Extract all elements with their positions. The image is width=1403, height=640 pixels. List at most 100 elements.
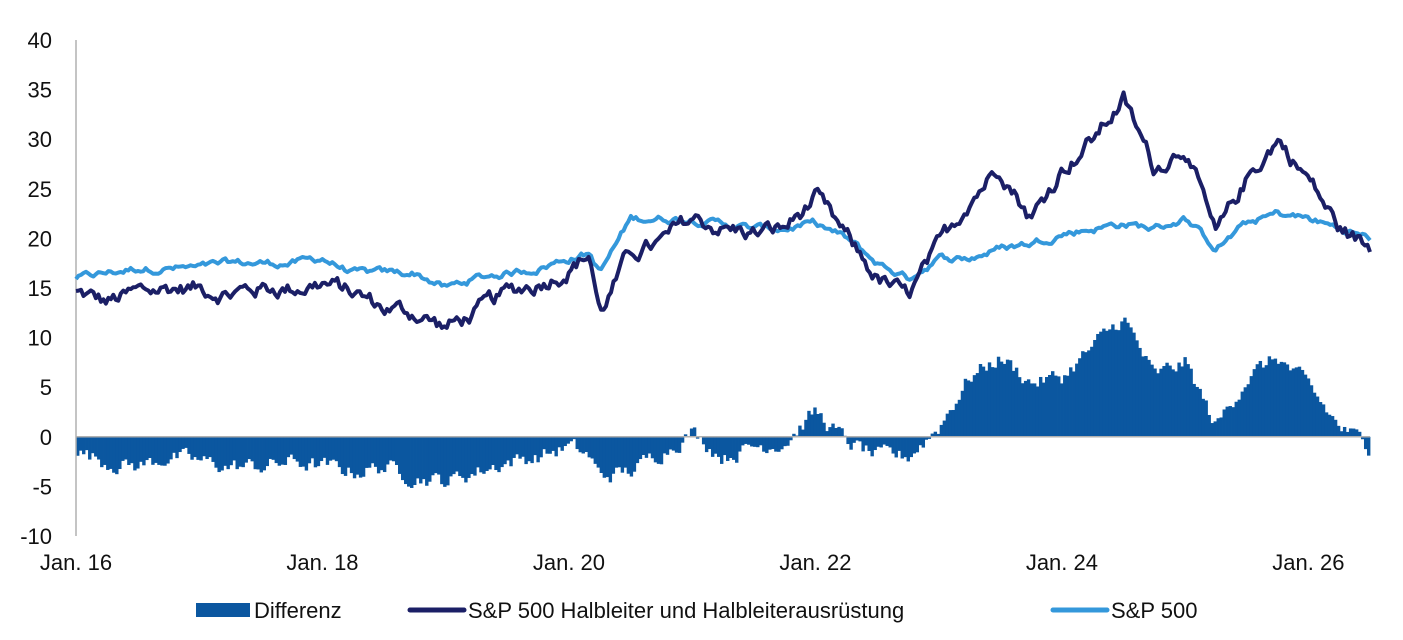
differenz-bar xyxy=(253,436,257,470)
differenz-bar xyxy=(1273,358,1278,437)
differenz-bar xyxy=(777,436,781,452)
differenz-bar xyxy=(130,436,134,464)
differenz-bar xyxy=(650,436,655,459)
differenz-bar xyxy=(1342,426,1347,437)
differenz-bar xyxy=(1002,363,1007,437)
differenz-bar xyxy=(801,429,805,437)
differenz-bar xyxy=(1324,412,1329,437)
differenz-bar xyxy=(1180,366,1184,437)
differenz-bar xyxy=(283,436,288,465)
differenz-bar xyxy=(665,436,670,455)
differenz-bar xyxy=(416,436,420,479)
differenz-bar xyxy=(88,436,92,460)
differenz-bar xyxy=(774,436,778,452)
x-tick-label: Jan. 18 xyxy=(286,550,358,575)
differenz-bar xyxy=(1198,388,1202,437)
differenz-bar xyxy=(993,367,998,437)
differenz-bar xyxy=(632,436,637,472)
differenz-bar xyxy=(735,436,739,463)
differenz-bar xyxy=(220,436,224,471)
differenz-bar xyxy=(124,436,128,460)
differenz-bar xyxy=(1237,399,1241,437)
differenz-bar xyxy=(954,403,959,437)
differenz-bar xyxy=(76,436,80,456)
differenz-bar xyxy=(695,436,700,439)
differenz-bar xyxy=(367,436,372,468)
differenz-bar xyxy=(485,436,489,471)
differenz-bar xyxy=(163,436,167,466)
differenz-bar xyxy=(1357,431,1362,437)
differenz-bar xyxy=(659,436,664,465)
differenz-bar xyxy=(1008,360,1013,437)
differenz-bar xyxy=(328,436,333,461)
differenz-bar xyxy=(1084,352,1088,437)
differenz-bar xyxy=(373,436,378,467)
differenz-bar xyxy=(891,436,895,454)
differenz-bar xyxy=(434,436,438,474)
differenz-bar xyxy=(533,436,537,456)
differenz-bar xyxy=(656,436,661,464)
differenz-bar xyxy=(506,436,510,461)
differenz-bar xyxy=(1216,418,1220,437)
differenz-bar xyxy=(1108,329,1112,437)
differenz-bar xyxy=(825,431,829,437)
differenz-bar xyxy=(738,436,742,452)
axes xyxy=(75,40,1370,536)
differenz-bar xyxy=(527,436,531,462)
differenz-bar xyxy=(121,436,125,461)
differenz-bar xyxy=(518,436,522,459)
differenz-bar xyxy=(1321,404,1326,437)
differenz-bar xyxy=(166,436,170,464)
differenz-bar xyxy=(1330,416,1335,437)
differenz-bar xyxy=(247,436,251,460)
differenz-bar xyxy=(924,436,929,440)
differenz-bar xyxy=(437,436,441,475)
differenz-bar xyxy=(422,436,426,480)
differenz-bar xyxy=(401,436,405,481)
differenz-bar xyxy=(115,436,119,475)
differenz-bar xyxy=(680,436,685,443)
differenz-bar xyxy=(1011,370,1016,437)
differenz-bar xyxy=(1267,356,1272,437)
differenz-bar xyxy=(867,436,871,451)
differenz-bar xyxy=(873,436,877,451)
differenz-bar xyxy=(346,436,351,468)
differenz-bar xyxy=(85,436,89,451)
differenz-bar xyxy=(1087,350,1091,437)
differenz-bar xyxy=(1228,406,1232,437)
series-line-sp500 xyxy=(74,209,1372,288)
differenz-bar xyxy=(262,436,266,471)
differenz-bars xyxy=(76,317,1371,488)
differenz-bar xyxy=(1201,398,1205,437)
differenz-bar xyxy=(939,424,944,437)
differenz-bar xyxy=(828,427,832,437)
differenz-bar xyxy=(1026,379,1031,437)
y-tick-label: 25 xyxy=(28,177,52,202)
y-tick-labels: -10 -5 0 5 10 15 20 25 30 35 40 xyxy=(20,28,52,549)
differenz-bar xyxy=(548,436,552,454)
differenz-bar xyxy=(391,436,396,462)
differenz-bar xyxy=(470,436,474,475)
differenz-bar xyxy=(1005,359,1010,437)
differenz-bar xyxy=(289,436,294,455)
differenz-bar xyxy=(235,436,239,470)
differenz-bar xyxy=(909,436,913,458)
differenz-bar xyxy=(316,436,321,467)
differenz-bar xyxy=(1017,377,1022,437)
differenz-bar xyxy=(127,436,131,465)
differenz-bar xyxy=(446,436,450,486)
differenz-bar xyxy=(1057,376,1061,437)
differenz-bar xyxy=(82,436,86,455)
differenz-bar xyxy=(674,436,679,453)
differenz-bar xyxy=(536,436,540,463)
differenz-bar xyxy=(671,436,676,451)
differenz-bar xyxy=(148,436,152,458)
differenz-bar xyxy=(1156,373,1160,437)
differenz-bar xyxy=(1195,386,1199,437)
differenz-bar xyxy=(1150,364,1154,437)
differenz-bar xyxy=(398,436,402,474)
differenz-bar xyxy=(861,436,865,452)
differenz-bar xyxy=(996,356,1001,437)
y-tick-label: 10 xyxy=(28,326,52,351)
differenz-bar xyxy=(762,436,766,452)
